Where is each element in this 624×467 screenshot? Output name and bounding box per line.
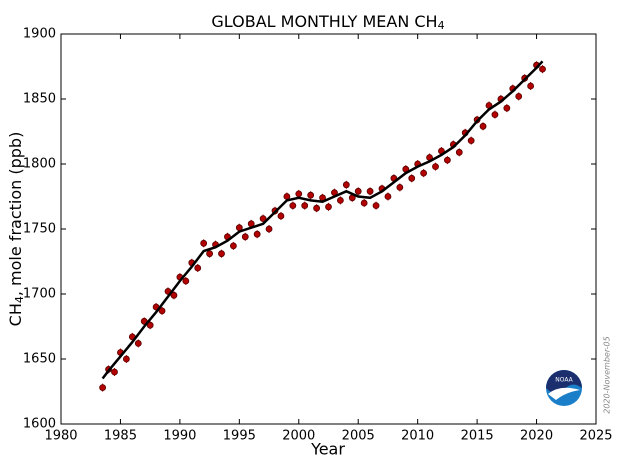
data-point bbox=[443, 156, 451, 164]
data-point bbox=[265, 225, 273, 233]
y-tick-label: 1750 bbox=[23, 222, 56, 237]
chart-title: GLOBAL MONTHLY MEAN CH4 bbox=[211, 12, 444, 33]
data-point bbox=[336, 196, 344, 204]
data-point bbox=[408, 174, 416, 182]
data-point bbox=[170, 291, 178, 299]
logo-wave bbox=[548, 387, 580, 400]
x-tick-label: 2000 bbox=[282, 429, 315, 444]
logo-top bbox=[546, 370, 582, 394]
data-point bbox=[479, 122, 487, 130]
y-tick-label: 1850 bbox=[23, 92, 56, 107]
data-point bbox=[455, 148, 463, 156]
data-point bbox=[354, 187, 362, 195]
date-annotation: 2020-November-05 bbox=[603, 336, 612, 414]
trend-line bbox=[101, 60, 544, 380]
data-point bbox=[503, 104, 511, 112]
data-point bbox=[491, 111, 499, 118]
data-point bbox=[134, 339, 142, 347]
data-point bbox=[229, 242, 237, 250]
y-axis-label: CH4, mole fraction (ppb) bbox=[6, 132, 27, 327]
plot-frame bbox=[60, 33, 597, 425]
data-point bbox=[158, 307, 166, 315]
data-point bbox=[360, 199, 368, 207]
data-point bbox=[301, 202, 309, 210]
y-tick-label: 1650 bbox=[23, 352, 56, 367]
noaa-logo: NOAA bbox=[546, 370, 582, 406]
x-tick-label: 1980 bbox=[44, 429, 77, 444]
title-text: GLOBAL MONTHLY MEAN CH bbox=[211, 12, 437, 31]
data-point bbox=[146, 321, 154, 329]
data-point bbox=[342, 181, 350, 189]
x-tick-label: 2025 bbox=[579, 429, 612, 444]
data-point bbox=[372, 202, 380, 210]
data-point bbox=[200, 239, 208, 247]
x-tick-label: 2015 bbox=[461, 429, 494, 444]
data-point bbox=[313, 204, 321, 212]
x-tick-label: 2005 bbox=[342, 429, 375, 444]
x-tick-label: 2020 bbox=[520, 429, 553, 444]
data-point bbox=[289, 202, 297, 210]
data-point bbox=[527, 82, 535, 90]
data-point bbox=[539, 65, 546, 73]
x-tick-label: 1995 bbox=[223, 429, 256, 444]
data-point bbox=[241, 233, 249, 241]
data-point bbox=[295, 190, 303, 198]
y-tick-label: 1900 bbox=[23, 27, 56, 42]
y-tick-label: 1700 bbox=[23, 287, 56, 302]
data-point bbox=[366, 187, 374, 195]
logo-text: NOAA bbox=[555, 377, 573, 384]
data-point bbox=[182, 277, 190, 285]
data-point bbox=[384, 193, 392, 200]
data-point bbox=[283, 193, 291, 200]
y-label-subscript: 4 bbox=[13, 296, 26, 303]
data-point bbox=[396, 183, 404, 191]
data-point bbox=[307, 191, 315, 199]
data-point bbox=[420, 169, 428, 177]
y-label-rest: , mole fraction (ppb) bbox=[6, 132, 25, 296]
data-point bbox=[515, 93, 523, 100]
y-label-text: CH bbox=[6, 303, 25, 326]
data-point bbox=[259, 215, 267, 223]
data-point bbox=[111, 368, 118, 376]
x-tick-label: 1990 bbox=[163, 429, 196, 444]
data-point bbox=[325, 203, 332, 211]
data-point bbox=[122, 355, 130, 363]
data-point bbox=[206, 250, 214, 258]
data-point bbox=[467, 137, 475, 145]
data-point bbox=[253, 230, 261, 238]
data-point bbox=[218, 250, 225, 258]
data-point bbox=[432, 163, 439, 171]
data-point bbox=[194, 264, 202, 272]
title-subscript: 4 bbox=[438, 19, 445, 32]
x-axis-label: Year bbox=[310, 440, 345, 459]
data-point bbox=[99, 384, 107, 392]
data-point bbox=[277, 212, 285, 220]
x-tick-label: 1985 bbox=[104, 429, 137, 444]
y-tick-label: 1600 bbox=[23, 417, 56, 432]
x-tick-label: 2010 bbox=[401, 429, 434, 444]
y-tick-label: 1800 bbox=[23, 157, 56, 172]
